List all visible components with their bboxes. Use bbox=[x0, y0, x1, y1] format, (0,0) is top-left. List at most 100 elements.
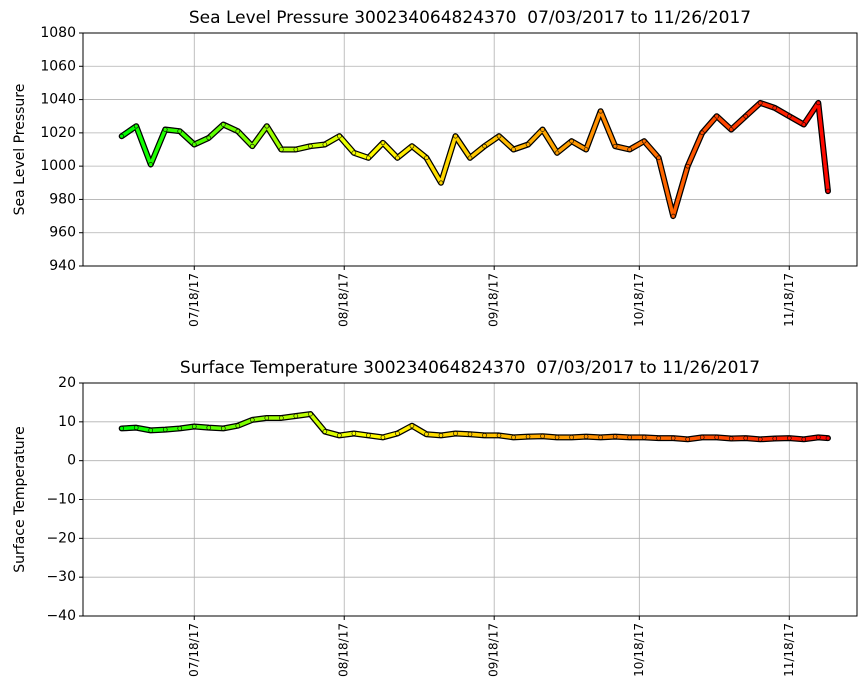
trace-segment bbox=[468, 432, 487, 438]
y-tick-label: 960 bbox=[49, 225, 76, 241]
point bbox=[351, 150, 357, 156]
trace-segment bbox=[323, 429, 342, 438]
point bbox=[322, 142, 328, 147]
trace-segment bbox=[163, 127, 182, 133]
trace-segment bbox=[714, 114, 733, 132]
plot-frame bbox=[82, 382, 858, 617]
trace-segment bbox=[511, 434, 530, 440]
trace-segment bbox=[671, 164, 690, 218]
trace-segment bbox=[381, 431, 400, 440]
point bbox=[337, 133, 342, 139]
y-tick-label: 1040 bbox=[40, 92, 76, 108]
trace-segment bbox=[598, 109, 617, 148]
point bbox=[612, 434, 618, 439]
point bbox=[540, 127, 545, 132]
trace-segment bbox=[743, 436, 762, 442]
trace-segment bbox=[308, 142, 327, 148]
trace-segment bbox=[134, 124, 153, 167]
point bbox=[612, 143, 618, 149]
y-tick-label: −10 bbox=[46, 492, 76, 508]
point bbox=[656, 155, 661, 161]
trace-segment bbox=[584, 109, 603, 152]
point bbox=[380, 140, 386, 146]
point bbox=[627, 435, 632, 440]
point bbox=[598, 108, 603, 114]
point bbox=[119, 426, 124, 431]
point bbox=[728, 436, 734, 441]
trace-segment bbox=[453, 134, 472, 160]
y-tick-label: 10 bbox=[58, 414, 76, 430]
y-axis-label: Sea Level Pressure bbox=[12, 84, 28, 216]
point bbox=[757, 100, 763, 106]
point bbox=[409, 423, 415, 429]
point bbox=[772, 105, 778, 111]
trace-segment bbox=[410, 423, 429, 437]
point bbox=[511, 435, 516, 440]
trace-segment bbox=[569, 139, 588, 152]
x-tick-label: 07/18/17 bbox=[187, 623, 201, 677]
point bbox=[598, 435, 603, 440]
trace-segment bbox=[250, 124, 269, 148]
trace-segment bbox=[424, 432, 443, 438]
point bbox=[191, 142, 197, 147]
point bbox=[177, 128, 183, 134]
point bbox=[825, 435, 831, 441]
trace-segment bbox=[236, 129, 255, 148]
y-axis-label: Surface Temperature bbox=[12, 426, 28, 572]
y-tick-label: 940 bbox=[49, 258, 76, 274]
trace-segment bbox=[192, 136, 211, 147]
x-tick-label: 07/18/17 bbox=[187, 273, 201, 327]
y-tick-label: 0 bbox=[67, 453, 76, 469]
point bbox=[279, 147, 284, 152]
point bbox=[250, 417, 255, 423]
trace-segment bbox=[236, 418, 255, 428]
point bbox=[453, 431, 458, 436]
point bbox=[453, 133, 458, 139]
trace-segment bbox=[468, 144, 487, 160]
point bbox=[641, 138, 647, 144]
point bbox=[743, 113, 749, 119]
trace-segment bbox=[497, 134, 516, 152]
point bbox=[424, 431, 429, 437]
trace-segment bbox=[366, 433, 385, 440]
point bbox=[496, 133, 502, 139]
trace-segment bbox=[337, 134, 356, 155]
point bbox=[250, 143, 255, 149]
trace-segment bbox=[148, 127, 167, 167]
x-tick-label: 09/18/17 bbox=[487, 623, 501, 677]
point bbox=[825, 188, 831, 194]
trace-segment bbox=[119, 425, 138, 431]
y-tick-label: 20 bbox=[58, 375, 76, 391]
trace-segment bbox=[656, 156, 675, 218]
trace-segment bbox=[207, 425, 226, 431]
point bbox=[148, 428, 154, 433]
y-tick-label: 1000 bbox=[40, 158, 76, 174]
trace-segment bbox=[163, 426, 182, 432]
point bbox=[366, 433, 371, 438]
trace-segment bbox=[802, 435, 821, 442]
point bbox=[511, 147, 516, 152]
x-tick-label: 11/18/17 bbox=[782, 623, 796, 677]
trace-segment bbox=[802, 101, 821, 127]
trace-segment bbox=[308, 412, 327, 434]
point bbox=[467, 155, 473, 161]
point bbox=[395, 431, 400, 436]
trace-segment bbox=[279, 414, 298, 420]
trace-segment bbox=[250, 416, 269, 422]
trace-segment bbox=[700, 114, 719, 135]
trace-segment bbox=[526, 127, 545, 147]
point bbox=[264, 415, 270, 421]
trace-segment bbox=[482, 134, 501, 148]
y-tick-label: −40 bbox=[46, 608, 76, 624]
trace-segment bbox=[352, 431, 371, 438]
chart-title: Surface Temperature 300234064824370 07/0… bbox=[180, 358, 760, 378]
trace-segment bbox=[540, 434, 559, 440]
trace-segment bbox=[439, 134, 458, 185]
trace-segment bbox=[352, 151, 371, 160]
trace-segment bbox=[221, 423, 240, 431]
trace-segment bbox=[381, 141, 400, 160]
trace-segment bbox=[134, 425, 153, 433]
point bbox=[656, 435, 661, 441]
trace-segment bbox=[787, 436, 806, 442]
